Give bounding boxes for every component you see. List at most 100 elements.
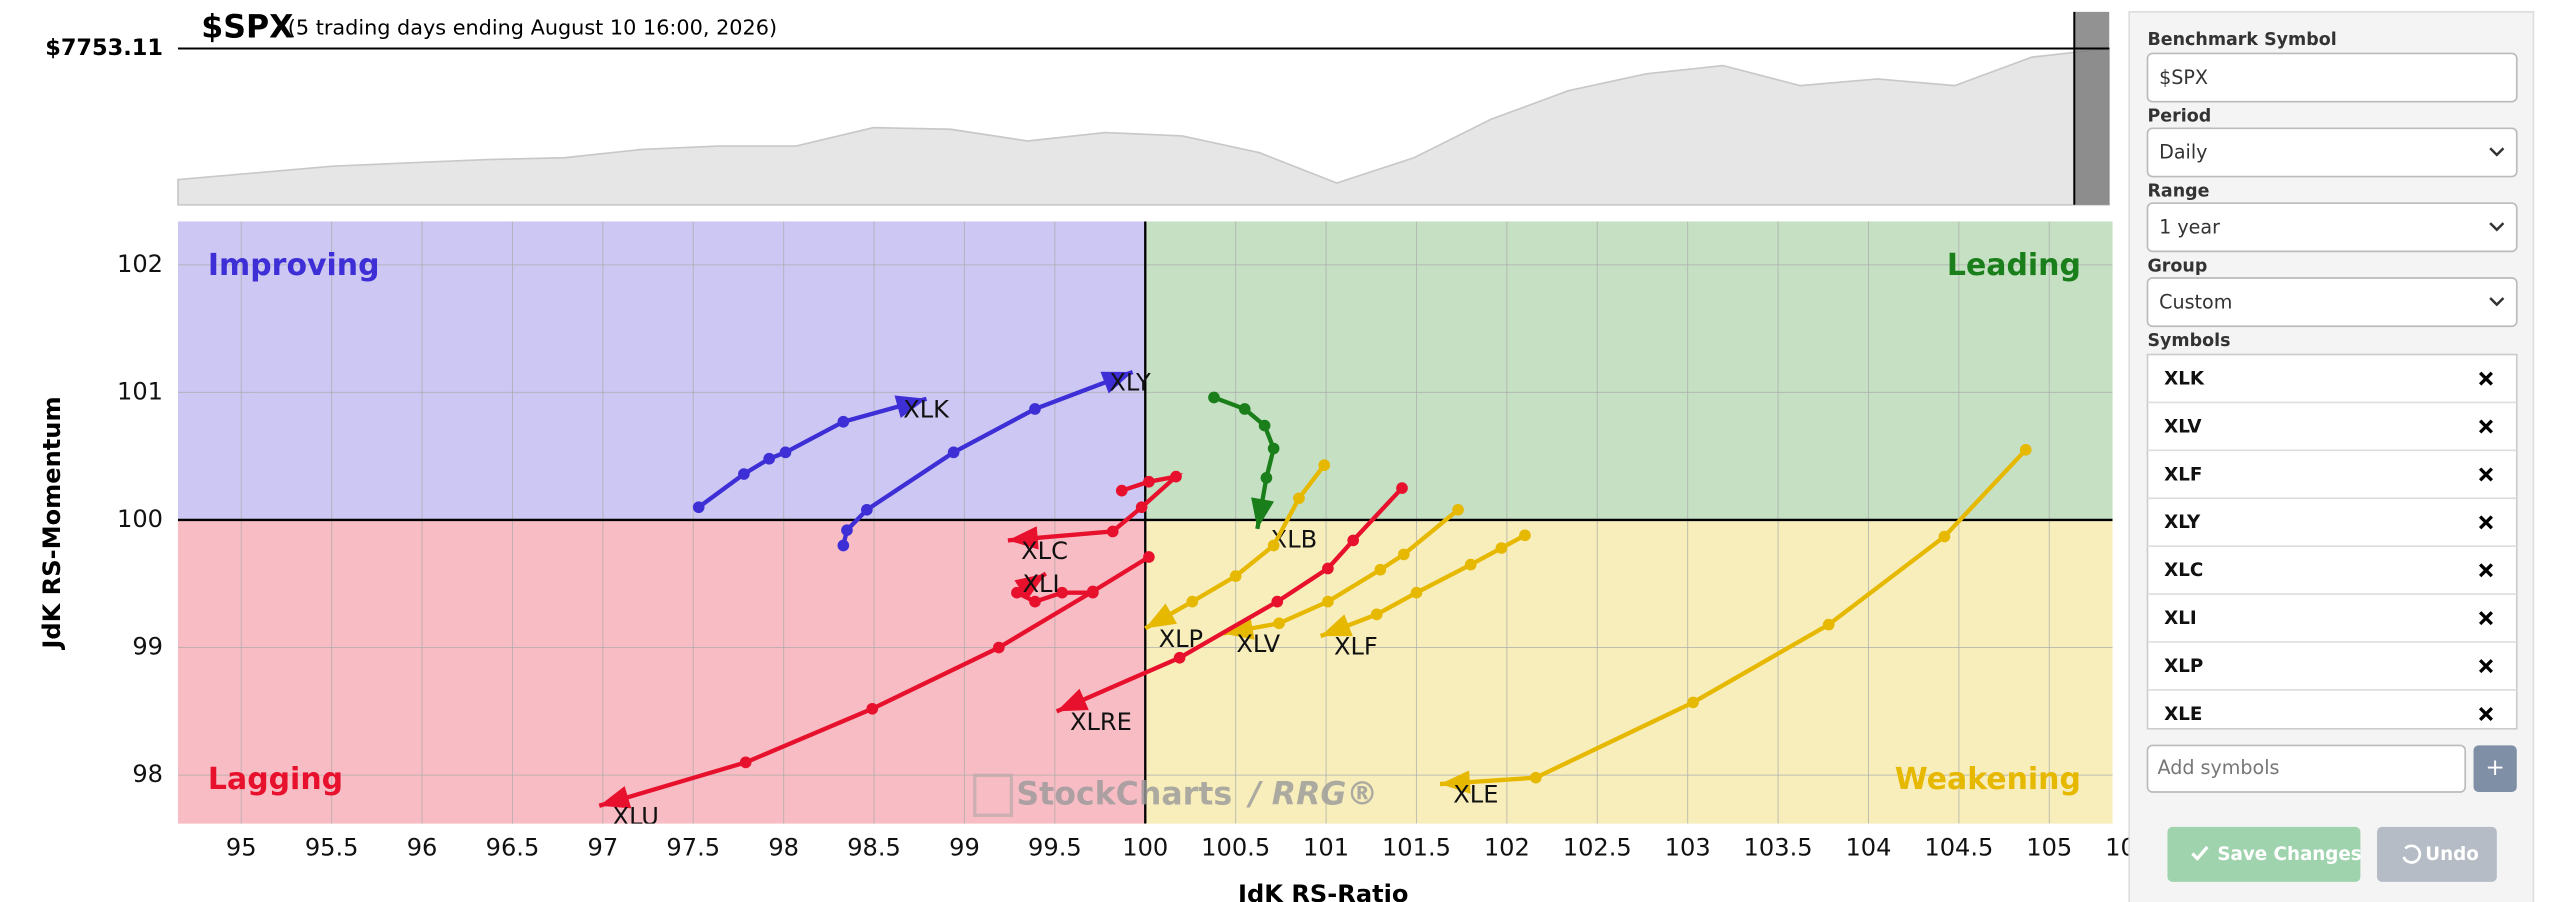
- symbol-label: XLF: [1334, 633, 1378, 661]
- tail-point: [1271, 595, 1284, 608]
- tail-point: [1260, 472, 1273, 484]
- tail-point: [1267, 442, 1280, 455]
- range-select[interactable]: [2146, 202, 2518, 253]
- tail-point: [1170, 470, 1182, 483]
- remove-symbol[interactable]: [2478, 563, 2493, 578]
- arrow-head: [1007, 526, 1039, 550]
- price-label: $7753.11: [45, 35, 163, 61]
- symbol-name: XLE: [2164, 704, 2202, 725]
- symbol-name: XLY: [2164, 512, 2201, 533]
- price-area: [177, 47, 2111, 206]
- tail-line: [1144, 463, 1326, 631]
- tail-point: [1056, 586, 1068, 599]
- y-tick-label: 98: [132, 760, 163, 788]
- x-tick-label: 101.5: [1382, 834, 1451, 862]
- benchmark-symbol: $SPX: [201, 9, 293, 45]
- add-input[interactable]: [2146, 744, 2467, 793]
- quadrant: [177, 519, 1146, 824]
- tail-point: [1029, 595, 1041, 608]
- symbol-rows: XLK XLV XLF XLY XLC XLI XLP XLE: [2147, 368, 2517, 725]
- x-tick-label: 100.5: [1201, 834, 1270, 862]
- x-tick-label: 103: [1665, 834, 1711, 862]
- quadrant: [177, 221, 1146, 520]
- quadrant: [1145, 221, 2113, 520]
- tail-point: [1464, 558, 1477, 571]
- symbol-label: XLV: [1236, 630, 1280, 658]
- tail-point: [866, 702, 879, 715]
- save-button[interactable]: [2167, 826, 2361, 882]
- field-label: Group: [2147, 256, 2207, 276]
- tail-line: [598, 555, 1151, 808]
- x-tick-label: 97.5: [666, 834, 720, 862]
- arrow-head: [1251, 497, 1275, 529]
- check-icon: [2191, 845, 2209, 861]
- tail-point: [1208, 391, 1220, 404]
- arrow-head: [894, 395, 927, 418]
- x-tick-label: 97: [588, 834, 619, 862]
- arrow-head: [1320, 614, 1353, 637]
- remove-symbol[interactable]: [2478, 467, 2493, 482]
- tail-point: [1186, 595, 1199, 608]
- watermark: / RRG®: [1245, 776, 1378, 812]
- tail-point: [837, 539, 850, 552]
- tail-point: [1087, 585, 1099, 598]
- tail-point: [1318, 459, 1331, 471]
- x-tick-label: 101: [1303, 834, 1349, 862]
- tail-point: [841, 524, 853, 537]
- tail-point: [1495, 542, 1508, 554]
- remove-symbol[interactable]: [2478, 515, 2493, 530]
- y-axis-title: JdK RS-Momentum: [38, 396, 66, 650]
- symbol-label: XLRE: [1070, 708, 1132, 736]
- tail-point: [1273, 617, 1285, 630]
- arrow-head: [1056, 688, 1089, 712]
- remove-symbol[interactable]: [2478, 371, 2493, 386]
- arrow-head: [1100, 371, 1133, 394]
- symbol-label: XLE: [1453, 781, 1498, 809]
- remove-symbol[interactable]: [2478, 659, 2493, 674]
- x-tick-label: 105: [2026, 834, 2072, 862]
- tail-point: [739, 756, 752, 769]
- tail-point: [1267, 539, 1280, 552]
- y-tick-label: 101: [117, 377, 163, 405]
- symbol-list: [2146, 353, 2518, 730]
- x-tick-label: 104: [1845, 834, 1891, 862]
- undo-button[interactable]: [2377, 826, 2497, 882]
- tail-line: [1439, 448, 2028, 787]
- remove-symbol[interactable]: [2478, 706, 2493, 721]
- symbol-name: XLF: [2164, 464, 2202, 485]
- field-label: Symbols: [2147, 331, 2230, 351]
- x-axis-title: JdK RS-Ratio: [1236, 880, 1408, 902]
- period-select[interactable]: [2146, 127, 2518, 178]
- tail-point: [1143, 551, 1155, 563]
- period-highlight: [2074, 11, 2110, 205]
- symbol-label: XLU: [613, 802, 659, 830]
- x-tick-label: 103.5: [1744, 834, 1813, 862]
- tail-point: [1370, 608, 1383, 621]
- tail-point: [993, 641, 1005, 654]
- select-value: Daily: [2159, 141, 2207, 164]
- benchmark-input[interactable]: [2146, 52, 2518, 103]
- chevron: [2489, 147, 2505, 157]
- remove-symbol[interactable]: [2478, 419, 2493, 434]
- symbol-label: XLY: [1109, 369, 1151, 397]
- add-button[interactable]: [2473, 745, 2517, 793]
- tail-point: [1396, 482, 1408, 494]
- arrow-head: [599, 786, 632, 809]
- tail-point: [1322, 595, 1334, 608]
- group-select[interactable]: [2146, 277, 2518, 328]
- symbol-name: XLP: [2164, 656, 2203, 677]
- tail-point: [763, 452, 776, 465]
- input-value: $SPX: [2159, 66, 2208, 89]
- tail-point: [1822, 618, 1835, 631]
- tail-point: [1143, 475, 1155, 488]
- tail-point: [2019, 443, 2032, 456]
- x-tick-label: 95: [226, 834, 257, 862]
- remove-symbol[interactable]: [2478, 611, 2493, 626]
- x-tick-label: 104.5: [1924, 834, 1993, 862]
- tail-point: [837, 415, 850, 428]
- arrow-head: [1223, 616, 1255, 640]
- tail-point: [1135, 501, 1148, 514]
- y-tick-label: 102: [117, 250, 163, 278]
